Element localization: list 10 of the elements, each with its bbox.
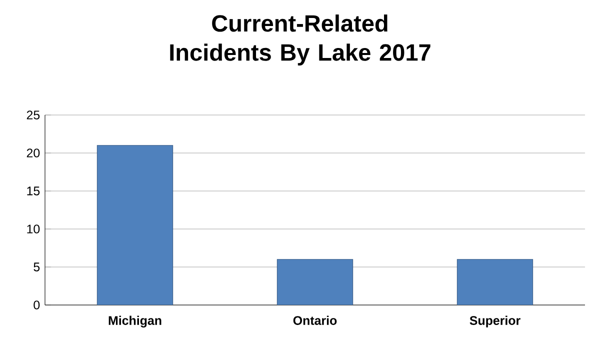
y-tick-label: 5 — [34, 262, 40, 272]
y-tick-label: 10 — [27, 224, 40, 234]
y-tick-label: 25 — [26, 110, 40, 120]
chart-title: Current-Related Incidents By Lake 2017 — [170, 14, 430, 66]
y-tick-label: 0 — [34, 300, 40, 310]
x-tick-label: Superior — [470, 316, 520, 328]
x-tick-label: Ontario — [293, 316, 337, 325]
y-tick-label: 20 — [26, 148, 40, 158]
y-tick-label: 15 — [27, 186, 40, 196]
x-tick-label: Michigan — [108, 316, 162, 328]
